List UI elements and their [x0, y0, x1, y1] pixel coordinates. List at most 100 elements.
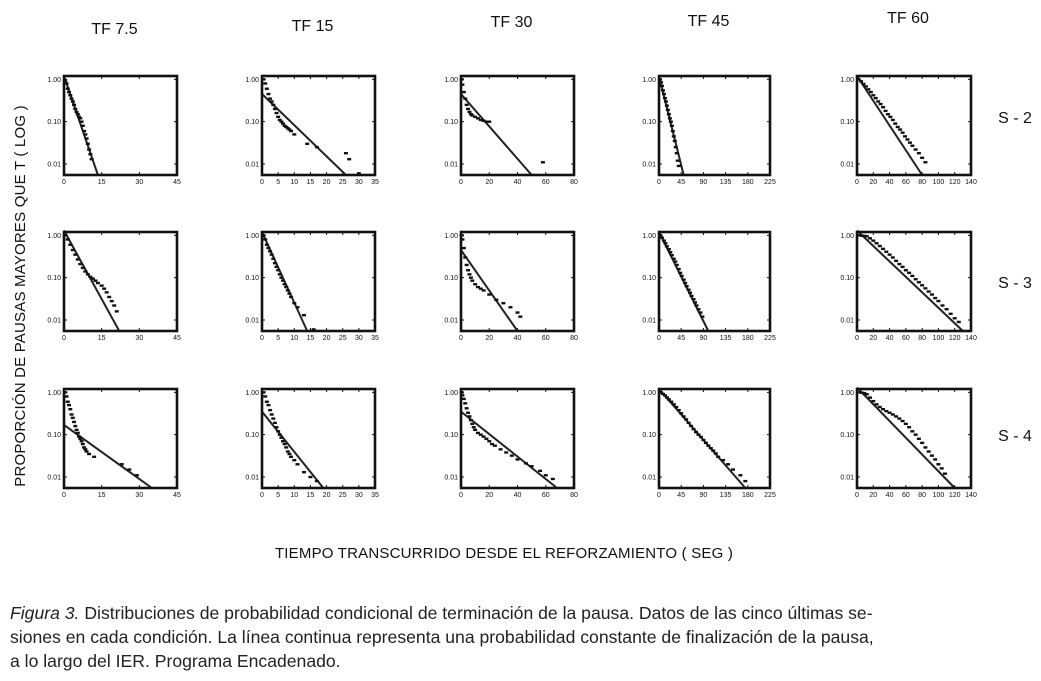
- data-point: [264, 400, 269, 403]
- data-point: [910, 274, 915, 278]
- data-point: [658, 234, 663, 237]
- panel: 1.00 0.10 0.01 0 20 40 60 80 100 120 140: [840, 74, 977, 186]
- data-point: [936, 299, 941, 303]
- data-point: [900, 131, 905, 134]
- data-point: [684, 284, 689, 288]
- data-point: [261, 78, 266, 81]
- data-point: [660, 89, 665, 92]
- data-point: [895, 125, 900, 129]
- data-point: [694, 304, 699, 307]
- data-point: [285, 127, 290, 130]
- data-point: [88, 153, 93, 156]
- data-point: [956, 320, 961, 324]
- data-point: [866, 88, 871, 91]
- data-point: [859, 391, 864, 394]
- data-point: [295, 463, 300, 466]
- data-point: [681, 278, 686, 281]
- column-titles: TF 7.5 TF 15 TF 30 TF 45 TF 60: [91, 10, 929, 38]
- data-point: [897, 417, 902, 420]
- data-point: [871, 399, 876, 403]
- data-point: [279, 276, 284, 279]
- data-point: [87, 452, 92, 456]
- data-point: [926, 290, 931, 293]
- data-point: [266, 92, 271, 96]
- data-point: [898, 128, 903, 131]
- data-point: [658, 391, 663, 394]
- data-point: [487, 440, 492, 443]
- data-point: [868, 90, 873, 94]
- data-point: [89, 157, 94, 161]
- y-tick-label: 1.00: [444, 390, 458, 397]
- x-tick-label: 20: [323, 492, 331, 499]
- data-point: [681, 415, 686, 418]
- data-point: [463, 256, 468, 259]
- data-point: [72, 103, 77, 107]
- data-point: [67, 403, 72, 407]
- data-point: [276, 269, 281, 272]
- x-tick-label: 120: [949, 335, 961, 342]
- data-point: [885, 113, 890, 116]
- fit-line: [63, 424, 153, 489]
- data-point: [271, 257, 276, 260]
- data-point: [689, 424, 694, 428]
- data-point: [87, 148, 92, 151]
- data-point: [263, 395, 268, 398]
- data-point: [678, 271, 683, 275]
- data-point: [460, 394, 465, 397]
- fit-line: [460, 93, 533, 176]
- data-point: [107, 295, 112, 299]
- x-tick-label: 15: [307, 335, 315, 342]
- data-point: [68, 94, 73, 97]
- x-tick-label: 180: [742, 179, 754, 186]
- panel-frame: [62, 387, 179, 490]
- x-tick-label: 80: [918, 335, 926, 342]
- data-point: [478, 287, 483, 290]
- x-tick-label: 100: [933, 492, 945, 499]
- data-point: [82, 129, 87, 133]
- fit-line: [856, 229, 964, 332]
- data-point: [481, 119, 486, 122]
- data-point: [99, 284, 104, 287]
- data-point: [78, 117, 83, 120]
- data-point: [857, 391, 862, 394]
- data-point: [305, 142, 310, 146]
- data-point: [65, 400, 70, 403]
- column-title: TF 7.5: [91, 21, 137, 38]
- data-point: [667, 117, 672, 120]
- data-point: [80, 124, 85, 127]
- panel-frame: [459, 74, 576, 177]
- x-tick-label: 20: [869, 335, 877, 342]
- data-point: [301, 313, 306, 317]
- y-tick-label: 0.10: [444, 119, 458, 126]
- data-point: [466, 411, 471, 414]
- data-point: [127, 468, 132, 471]
- data-point: [881, 407, 886, 411]
- panel: 1.00 0.10 0.01 0 20 40 60 80 100 120 140: [840, 229, 977, 342]
- x-tick-label: 0: [459, 179, 463, 186]
- y-tick-label: 0.10: [840, 119, 854, 126]
- x-tick-label: 15: [98, 335, 106, 342]
- x-tick-label: 80: [918, 179, 926, 186]
- data-point: [70, 248, 75, 252]
- panel-ticks: [261, 232, 376, 331]
- y-tick-label: 0.10: [642, 432, 656, 439]
- data-point: [343, 152, 348, 155]
- y-tick-label: 0.10: [840, 275, 854, 282]
- data-point: [284, 285, 289, 289]
- panel-frame: [657, 230, 772, 333]
- data-point: [276, 430, 281, 433]
- data-point: [890, 256, 895, 259]
- panel: 1.00 0.10 0.01 0 20 40 60 80 100 120 140: [840, 386, 977, 499]
- data-point: [671, 135, 676, 138]
- panel: 1.00 0.10 0.01 0 15 30 45: [47, 387, 181, 499]
- data-point: [669, 400, 674, 403]
- data-point: [662, 394, 667, 397]
- panel: 1.00 0.10 0.01 0 45 90 135 180 225: [642, 230, 776, 342]
- data-point: [721, 458, 726, 462]
- data-point: [284, 446, 289, 449]
- x-tick-label: 45: [677, 335, 685, 342]
- data-point: [285, 289, 290, 292]
- data-point: [285, 450, 290, 453]
- data-point: [468, 113, 473, 116]
